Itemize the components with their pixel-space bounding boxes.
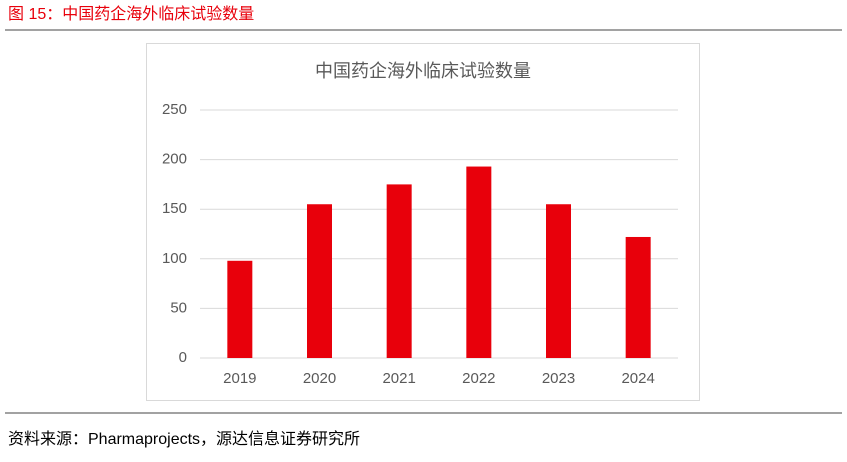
- x-tick-label: 2020: [303, 370, 336, 387]
- x-tick-label: 2024: [621, 370, 654, 387]
- figure-title: 图 15：中国药企海外临床试验数量: [8, 5, 254, 23]
- bar: [307, 204, 332, 358]
- source-note: 资料来源：Pharmaprojects，源达信息证券研究所: [8, 430, 360, 448]
- bar: [386, 184, 412, 358]
- x-tick-label: 2023: [542, 370, 575, 387]
- bar: [546, 204, 571, 358]
- y-tick-label: 150: [162, 200, 187, 217]
- y-tick-label: 250: [162, 101, 187, 118]
- chart-title: 中国药企海外临床试验数量: [315, 61, 531, 81]
- x-tick-label: 2019: [223, 370, 256, 387]
- y-tick-label: 100: [162, 250, 187, 267]
- bar: [466, 166, 492, 358]
- bar: [625, 236, 651, 358]
- y-tick-label: 0: [179, 349, 187, 366]
- y-tick-label: 50: [170, 299, 187, 316]
- y-tick-label: 200: [162, 151, 187, 168]
- x-tick-label: 2022: [462, 370, 495, 387]
- bar: [227, 260, 253, 358]
- x-tick-label: 2021: [382, 370, 415, 387]
